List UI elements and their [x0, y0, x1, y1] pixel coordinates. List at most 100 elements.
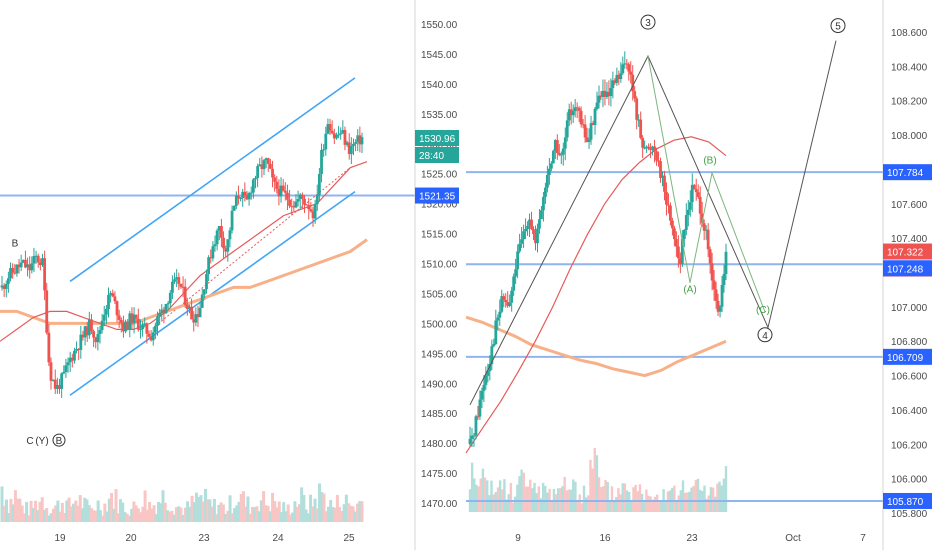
right-volume-bar: [509, 482, 513, 512]
right-candle: [571, 111, 575, 116]
left-candle: [326, 124, 330, 134]
left-volume-bar: [121, 502, 125, 522]
left-volume-bar: [51, 508, 55, 522]
left-candle: [262, 160, 266, 170]
left-volume-bar: [103, 503, 107, 522]
left-chart-pane[interactable]: B C (Y) B 19 20 23 24 25: [0, 77, 415, 544]
left-candle: [119, 319, 123, 323]
left-volume-bar: [277, 501, 281, 522]
left-candle: [254, 178, 257, 180]
right-candle: [528, 219, 531, 226]
right-wave-label: (A): [683, 284, 696, 295]
left-volume-bar: [329, 500, 333, 522]
left-candle: [160, 309, 164, 313]
left-volume-bar: [152, 505, 156, 522]
left-candle: [209, 257, 213, 259]
right-volume-bar: [655, 494, 659, 512]
left-volume-bar: [38, 501, 42, 522]
right-candle: [615, 74, 619, 83]
right-candle: [625, 63, 629, 65]
right-candle: [680, 238, 684, 264]
left-candle: [260, 164, 264, 170]
right-candle: [567, 109, 571, 121]
left-volume-bar: [284, 511, 288, 522]
right-candle: [710, 263, 714, 281]
right-candle: [629, 71, 633, 75]
left-candle: [222, 237, 225, 249]
right-candle: [559, 154, 563, 156]
right-level-badge-2-box: [883, 260, 932, 277]
left-candle: [151, 332, 155, 341]
left-candle: [177, 277, 181, 284]
left-volume-bar: [302, 494, 306, 522]
left-candle: [75, 349, 78, 351]
left-volume-bar: [65, 500, 69, 522]
right-candle: [603, 90, 607, 98]
right-candle: [627, 64, 631, 72]
right-candle: [722, 273, 726, 286]
left-candle: [147, 333, 151, 337]
left-candle: [51, 379, 55, 381]
left-candle: [330, 130, 334, 134]
left-x-tick-label: 24: [272, 533, 284, 544]
right-candle: [617, 74, 621, 80]
right-candle: [708, 249, 712, 264]
left-volume-bar: [206, 499, 210, 522]
right-candle: [601, 90, 605, 97]
left-volume-bar: [45, 508, 49, 522]
left-volume-bar: [85, 499, 89, 522]
right-volume-bar: [705, 498, 708, 512]
left-candle: [132, 314, 136, 324]
left-volume-bar: [275, 507, 279, 522]
left-volume-bar: [186, 501, 190, 522]
right-volume-bar: [481, 468, 485, 512]
right-candle: [611, 80, 615, 88]
right-volume-bar: [621, 483, 624, 512]
right-candle: [500, 296, 504, 312]
right-volume-bar: [584, 497, 588, 512]
left-candle: [166, 303, 170, 305]
left-candle: [49, 362, 53, 381]
left-candle: [224, 248, 228, 252]
right-volume-bar: [604, 479, 607, 512]
right-candle: [659, 161, 662, 178]
left-slow-moving-average: [0, 238, 368, 325]
right-candle: [526, 225, 529, 229]
left-candle: [149, 336, 153, 341]
right-volume-bar: [479, 478, 482, 512]
right-level-badge-3-box: [883, 348, 932, 365]
left-y-tick-label: 1545.00: [421, 50, 458, 61]
left-volume-bar: [9, 498, 13, 522]
left-volume-bar: [342, 504, 346, 522]
left-candle: [200, 294, 204, 308]
right-candle: [698, 196, 702, 214]
left-candle: [192, 319, 196, 323]
left-volume-bar: [119, 499, 123, 522]
left-volume-bar: [114, 489, 118, 522]
left-volume-bar: [89, 508, 93, 522]
right-candle: [633, 91, 637, 99]
left-volume-bar: [98, 510, 102, 522]
left-volume-bar: [141, 506, 145, 522]
right-level-badge-1: 107.784: [887, 168, 924, 179]
right-chart-pane[interactable]: 3 5 (B) (A) (C) 4 9 16 23 Oct 7: [465, 14, 883, 544]
left-price-badge-box: [415, 130, 459, 147]
left-volume-bar: [125, 513, 129, 522]
right-volume-bar: [623, 483, 627, 512]
right-candle: [581, 124, 585, 126]
left-candle: [68, 357, 72, 363]
left-candle: [266, 158, 270, 164]
left-x-tick-label: 25: [343, 533, 355, 544]
left-channel-upper-line: [69, 77, 356, 283]
right-candle: [516, 251, 520, 270]
left-candle: [307, 205, 311, 210]
left-candle: [271, 168, 274, 178]
right-candle: [671, 220, 674, 229]
left-volume-bar: [74, 500, 78, 522]
left-candle: [143, 323, 147, 325]
right-candle: [696, 192, 700, 197]
left-volume-bar: [358, 501, 362, 522]
left-volume-bar: [76, 505, 80, 522]
left-candle: [104, 308, 108, 315]
